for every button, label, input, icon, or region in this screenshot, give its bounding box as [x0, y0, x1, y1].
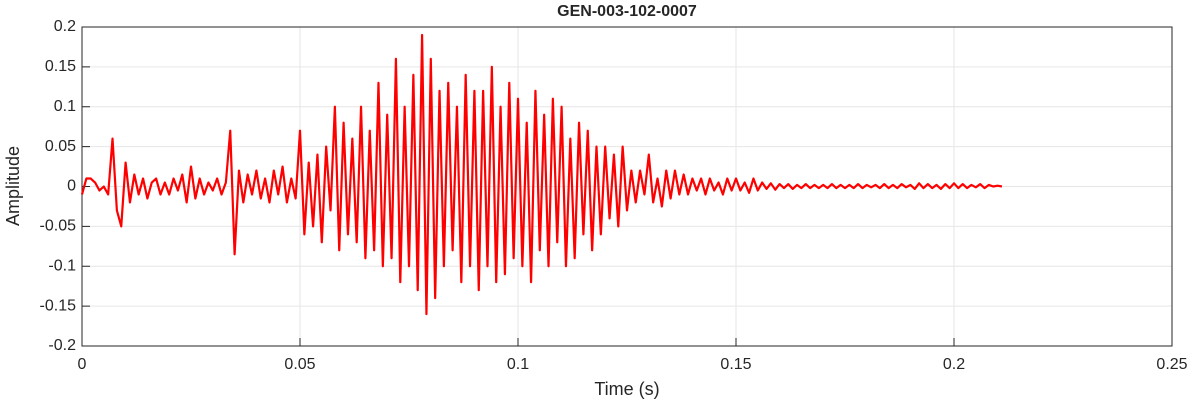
chart-title: GEN-003-102-0007	[557, 3, 697, 20]
x-axis-label: Time (s)	[594, 379, 659, 399]
line-series	[80, 33, 1003, 316]
y-tick-label: 0	[67, 178, 76, 195]
y-tick-label: -0.2	[48, 337, 76, 354]
x-tick-label: 0	[78, 356, 87, 373]
x-tick-label: 0.05	[284, 356, 315, 373]
y-tick-label: 0.1	[54, 98, 76, 115]
x-tick-label: 0.25	[1156, 356, 1187, 373]
y-axis-label: Amplitude	[3, 146, 23, 226]
axes-box	[81, 26, 1173, 347]
x-tick-label: 0.1	[507, 356, 529, 373]
y-tick-label: -0.15	[40, 297, 77, 314]
x-tick-label: 0.15	[720, 356, 751, 373]
x-tick-label: 0.2	[943, 356, 965, 373]
y-tick-label: -0.1	[48, 257, 76, 274]
y-tick-label: 0.2	[54, 18, 76, 35]
y-tick-label: -0.05	[40, 218, 77, 235]
y-tick-label: 0.15	[45, 58, 76, 75]
y-tick-label: 0.05	[45, 138, 76, 155]
